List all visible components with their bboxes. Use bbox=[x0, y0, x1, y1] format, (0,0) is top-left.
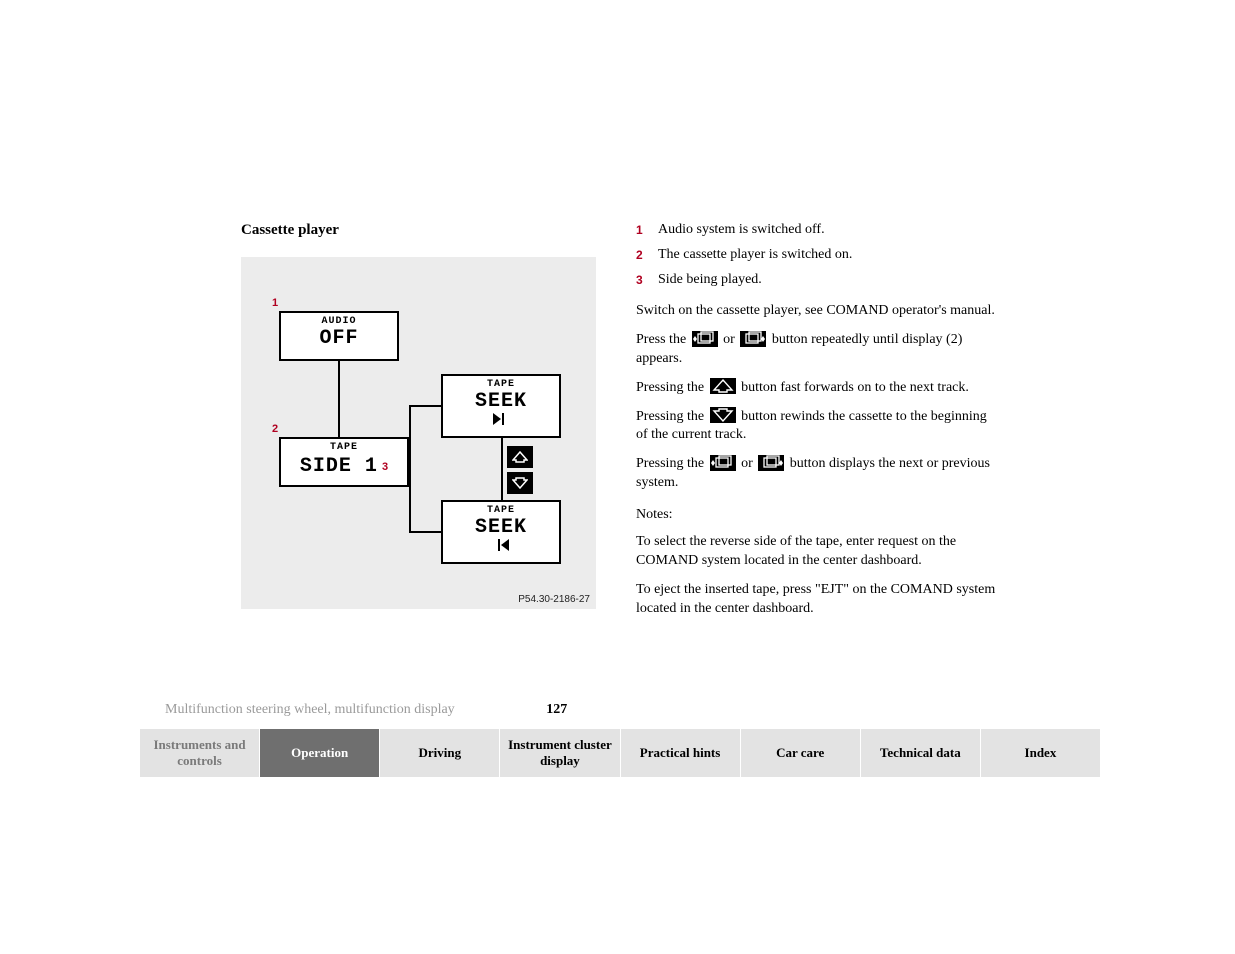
legend-num: 2 bbox=[636, 247, 648, 263]
box-seek-forward: TAPE SEEK bbox=[441, 374, 561, 438]
paragraph: Pressing the or button displays the next… bbox=[636, 455, 996, 493]
down-button-icon bbox=[507, 472, 533, 494]
box-audio-off: AUDIO OFF bbox=[279, 311, 399, 361]
up-button-icon bbox=[507, 446, 533, 468]
box-side-label: TAPE bbox=[281, 442, 407, 453]
legend-text: The cassette player is switched on. bbox=[658, 247, 852, 263]
page-next-icon bbox=[740, 331, 766, 347]
page-number: 127 bbox=[546, 702, 567, 717]
paragraph: Switch on the cassette player, see COMAN… bbox=[636, 302, 996, 321]
legend-item: 3 Side being played. bbox=[636, 272, 996, 288]
down-arrow-icon bbox=[710, 407, 736, 423]
connector-line bbox=[409, 405, 441, 407]
seek-fwd-value: SEEK bbox=[443, 392, 559, 412]
diagram-caption: P54.30-2186-27 bbox=[518, 594, 590, 605]
text-span: button fast forwards on to the next trac… bbox=[738, 380, 969, 395]
page-prev-icon bbox=[710, 455, 736, 471]
connector-line bbox=[501, 438, 503, 500]
text-span: or bbox=[738, 456, 757, 471]
note-paragraph: To select the reverse side of the tape, … bbox=[636, 533, 996, 571]
prev-track-icon bbox=[443, 539, 559, 555]
tab-instruments-and-controls[interactable]: Instruments and controls bbox=[140, 729, 260, 777]
legend-num: 1 bbox=[636, 222, 648, 238]
seek-rew-label: TAPE bbox=[443, 505, 559, 516]
seek-fwd-label: TAPE bbox=[443, 379, 559, 390]
next-track-icon bbox=[443, 413, 559, 429]
box-tape-side: TAPE SIDE 1 3 bbox=[279, 437, 409, 487]
footer-section-text: Multifunction steering wheel, multifunct… bbox=[165, 702, 455, 717]
legend-num: 3 bbox=[636, 272, 648, 288]
legend-text: Audio system is switched off. bbox=[658, 222, 825, 238]
text-span: Pressing the bbox=[636, 380, 708, 395]
text-span: or bbox=[720, 332, 739, 347]
note-paragraph: To eject the inserted tape, press "EJT" … bbox=[636, 581, 996, 619]
paragraph: Pressing the button fast forwards on to … bbox=[636, 379, 996, 398]
up-arrow-icon bbox=[710, 378, 736, 394]
bottom-nav: Instruments and controls Operation Drivi… bbox=[140, 729, 1100, 777]
legend-item: 1 Audio system is switched off. bbox=[636, 222, 996, 238]
tab-technical-data[interactable]: Technical data bbox=[861, 729, 981, 777]
legend-text: Side being played. bbox=[658, 272, 762, 288]
tab-instrument-cluster-display[interactable]: Instrument cluster display bbox=[500, 729, 620, 777]
callout-2: 2 bbox=[272, 423, 278, 435]
tab-car-care[interactable]: Car care bbox=[741, 729, 861, 777]
seek-rew-value: SEEK bbox=[443, 518, 559, 538]
connector-line bbox=[409, 405, 411, 463]
connector-line bbox=[409, 461, 411, 533]
tab-operation[interactable]: Operation bbox=[260, 729, 380, 777]
box-audio-value: OFF bbox=[281, 329, 397, 349]
legend-item: 2 The cassette player is switched on. bbox=[636, 247, 996, 263]
text-span: Pressing the bbox=[636, 456, 708, 471]
right-column: 1 Audio system is switched off. 2 The ca… bbox=[636, 222, 996, 629]
page-prev-icon bbox=[692, 331, 718, 347]
paragraph: Press the or button repeatedly until dis… bbox=[636, 331, 996, 369]
connector-line bbox=[338, 361, 340, 437]
text-span: Press the bbox=[636, 332, 690, 347]
tab-driving[interactable]: Driving bbox=[380, 729, 500, 777]
page-next-icon bbox=[758, 455, 784, 471]
notes-heading: Notes: bbox=[636, 507, 996, 523]
left-column: Cassette player AUDIO OFF TAPE SIDE 1 3 … bbox=[241, 222, 601, 609]
connector-line bbox=[409, 531, 441, 533]
tab-practical-hints[interactable]: Practical hints bbox=[621, 729, 741, 777]
footer-section-line: Multifunction steering wheel, multifunct… bbox=[165, 702, 635, 718]
box-side-value: SIDE 1 bbox=[300, 457, 378, 477]
paragraph: Pressing the button rewinds the cassette… bbox=[636, 408, 996, 446]
box-seek-rewind: TAPE SEEK bbox=[441, 500, 561, 564]
cassette-diagram: AUDIO OFF TAPE SIDE 1 3 TAPE SEEK bbox=[241, 257, 596, 609]
section-title: Cassette player bbox=[241, 222, 601, 239]
text-span: Pressing the bbox=[636, 409, 708, 424]
manual-page: Cassette player AUDIO OFF TAPE SIDE 1 3 … bbox=[0, 0, 1235, 954]
box-audio-label: AUDIO bbox=[281, 316, 397, 327]
callout-3-inline: 3 bbox=[382, 461, 388, 473]
tab-index[interactable]: Index bbox=[981, 729, 1100, 777]
callout-1: 1 bbox=[272, 297, 278, 309]
